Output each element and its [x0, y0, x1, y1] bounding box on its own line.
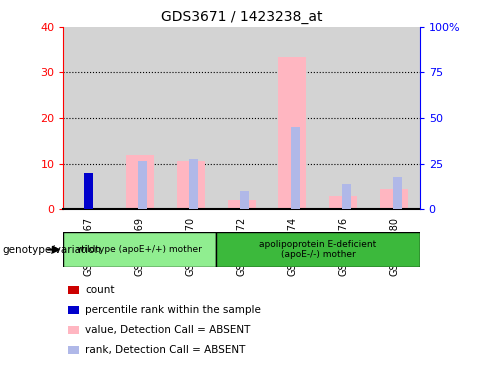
FancyBboxPatch shape: [63, 232, 216, 267]
Bar: [267, 27, 318, 209]
Bar: [177, 161, 204, 209]
Text: value, Detection Call = ABSENT: value, Detection Call = ABSENT: [85, 325, 251, 335]
Bar: [329, 195, 357, 209]
Text: apolipoprotein E-deficient
(apoE-/-) mother: apolipoprotein E-deficient (apoE-/-) mot…: [259, 240, 377, 259]
Bar: [369, 27, 420, 209]
Text: rank, Detection Call = ABSENT: rank, Detection Call = ABSENT: [85, 345, 246, 355]
Bar: [393, 177, 402, 209]
Bar: [291, 127, 300, 209]
Bar: [138, 161, 147, 209]
Bar: [227, 200, 256, 209]
Text: percentile rank within the sample: percentile rank within the sample: [85, 305, 261, 315]
Bar: [189, 159, 198, 209]
FancyBboxPatch shape: [216, 232, 420, 267]
Bar: [84, 180, 94, 209]
Bar: [318, 27, 369, 209]
Bar: [114, 27, 165, 209]
Bar: [63, 27, 114, 209]
Bar: [240, 191, 249, 209]
Bar: [380, 189, 408, 209]
Text: wildtype (apoE+/+) mother: wildtype (apoE+/+) mother: [77, 245, 202, 254]
Bar: [279, 56, 306, 209]
Text: genotype/variation: genotype/variation: [2, 245, 102, 255]
Bar: [126, 155, 154, 209]
Bar: [84, 173, 94, 209]
Bar: [342, 184, 351, 209]
Bar: [216, 27, 267, 209]
Bar: [165, 27, 216, 209]
Title: GDS3671 / 1423238_at: GDS3671 / 1423238_at: [161, 10, 322, 25]
Text: count: count: [85, 285, 115, 295]
